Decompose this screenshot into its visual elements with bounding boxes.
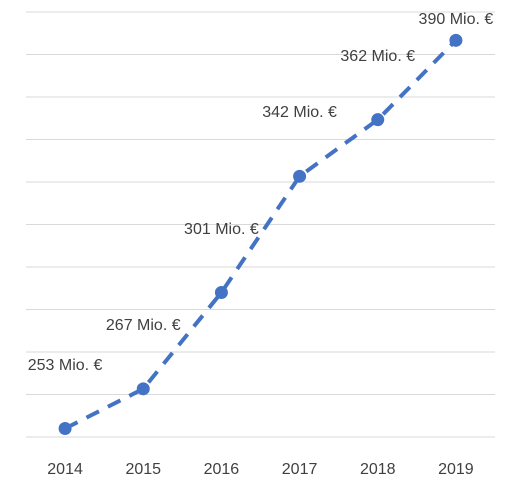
data-point bbox=[293, 169, 307, 183]
data-label: 267 Mio. € bbox=[105, 316, 181, 334]
data-label: 342 Mio. € bbox=[262, 104, 337, 122]
x-tick-label: 2019 bbox=[438, 461, 474, 478]
data-point bbox=[449, 33, 463, 47]
data-point bbox=[214, 286, 228, 299]
data-label: 390 Mio. € bbox=[418, 11, 494, 28]
data-label: 301 Mio. € bbox=[184, 220, 259, 238]
x-tick-label: 2015 bbox=[125, 461, 161, 478]
x-tick-label: 2018 bbox=[360, 461, 396, 478]
data-label: 362 Mio. € bbox=[340, 47, 416, 65]
x-tick-label: 2016 bbox=[204, 461, 240, 478]
x-tick-label: 2017 bbox=[282, 461, 318, 478]
data-line bbox=[64, 38, 458, 431]
data-point bbox=[371, 113, 385, 127]
data-point bbox=[58, 422, 72, 435]
data-label: 253 Mio. € bbox=[27, 356, 103, 374]
data-point bbox=[136, 382, 150, 396]
x-tick-label: 2014 bbox=[47, 461, 83, 478]
